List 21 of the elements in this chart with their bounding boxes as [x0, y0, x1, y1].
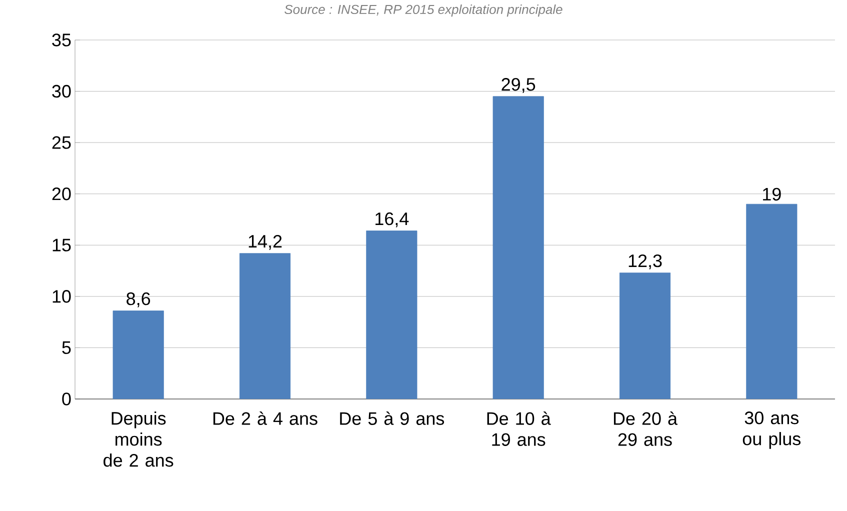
- source-note: Source : INSEE, RP 2015 exploitation principale: [284, 4, 562, 17]
- y-tick-label: 5: [62, 341, 71, 354]
- y-tick-label: 15: [52, 238, 71, 252]
- y-tick-label: 20: [52, 187, 71, 200]
- x-tick-label: De 2 à 4 ans: [213, 412, 318, 425]
- data-label: 19: [763, 188, 781, 201]
- x-tick-label: De 10 à 19 ans: [487, 412, 551, 446]
- data-label: 16,4: [376, 212, 409, 228]
- data-label: 14,2: [248, 234, 282, 250]
- data-label: 8,6: [126, 292, 150, 308]
- y-tick-label: 10: [52, 290, 71, 303]
- x-tick-label: De 5 à 9 ans: [340, 412, 444, 425]
- x-tick-label: De 20 à 29 ans: [614, 412, 678, 446]
- data-label: 12,3: [628, 254, 662, 270]
- y-tick-label: 30: [52, 84, 71, 98]
- y-tick-label: 25: [52, 136, 71, 149]
- y-tick-label: 0: [62, 392, 71, 406]
- y-tick-label: 35: [52, 34, 71, 46]
- x-tick-label: 30 ans ou plus: [742, 412, 801, 449]
- data-label: 29,5: [502, 78, 536, 93]
- x-tick-label: Depuis moins de 2 ans: [104, 412, 174, 467]
